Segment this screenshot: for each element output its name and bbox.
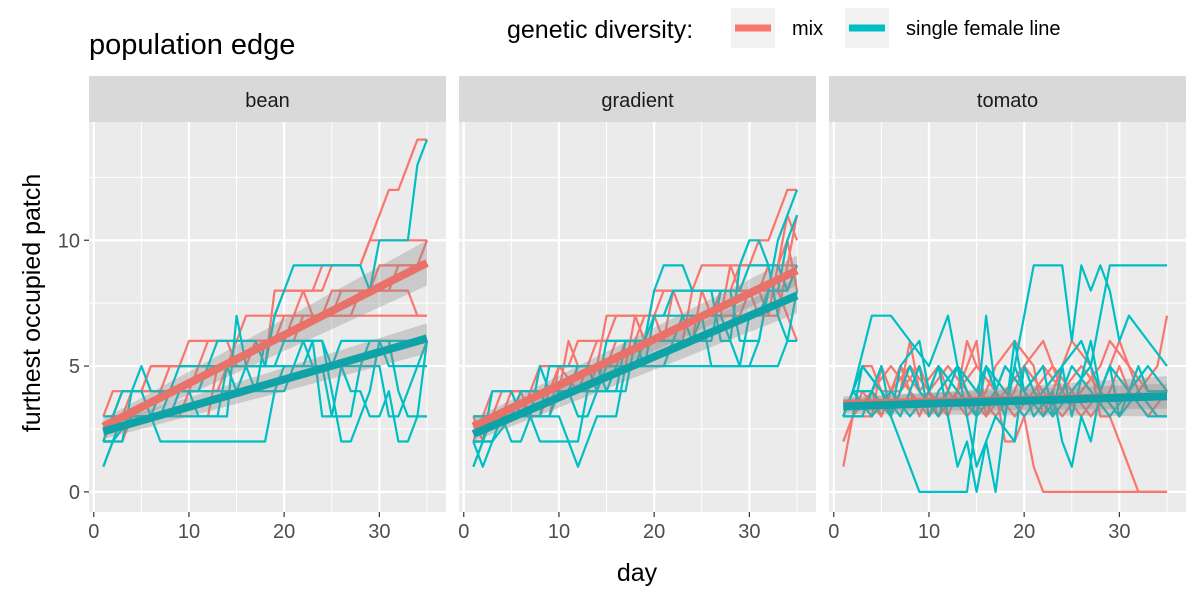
legend-key-single-female-line [845, 8, 889, 48]
y-tick-label: 10 [58, 230, 80, 252]
trend-line-single-female-line [471, 291, 799, 438]
legend-label-single-female-line: single female line [906, 18, 1061, 40]
plot-background [829, 122, 1186, 512]
series-line-single-female-line [473, 239, 799, 468]
trend-line-mix [471, 266, 799, 431]
series-line-single-female-line [843, 339, 1167, 493]
x-axis-label: day [617, 559, 658, 587]
trend-line-mix [101, 259, 429, 431]
trend-line-single-female-line [843, 392, 1168, 411]
facet-strip-label: bean [245, 90, 290, 112]
y-tick-label: 5 [69, 356, 80, 378]
series-line-single-female-line [473, 289, 797, 443]
legend-key-mix [731, 8, 775, 48]
facet-strip [89, 76, 446, 122]
x-tick-label: 30 [738, 521, 760, 543]
x-tick-label: 10 [918, 521, 940, 543]
legend-title: genetic diversity: [507, 16, 693, 44]
x-tick-label: 20 [1013, 521, 1035, 543]
y-tick-label: 0 [69, 482, 80, 504]
facet-strip-label: gradient [601, 90, 674, 112]
x-tick-label: 20 [273, 521, 295, 543]
x-tick-label: 20 [643, 521, 665, 543]
x-tick-label: 0 [458, 521, 469, 543]
x-tick-label: 30 [368, 521, 390, 543]
y-axis-label: furthest occupied patch [18, 174, 46, 433]
facet-strip [459, 76, 816, 122]
x-tick-label: 0 [88, 521, 99, 543]
trend-line-single-female-line [102, 334, 429, 436]
x-tick-label: 0 [828, 521, 839, 543]
facet-strip-label: tomato [977, 90, 1038, 112]
plot-background [89, 122, 446, 512]
legend: genetic diversity: mix single female lin… [507, 8, 1061, 48]
facet-panel-tomato: tomato 0 10 20 30 [828, 76, 1186, 543]
facet-panel-bean: bean 0 10 20 30 0 5 10 [58, 76, 446, 543]
facet-strip [829, 76, 1186, 122]
legend-label-mix: mix [792, 18, 823, 40]
series-line-single-female-line [842, 264, 1167, 493]
x-tick-label: 10 [178, 521, 200, 543]
series-line-single-female-line [842, 365, 1168, 418]
facet-panel-gradient: gradient 0 10 20 30 [458, 76, 816, 543]
facet-panels: bean 0 10 20 30 0 5 10 gradient 0 10 20 30 tomato 0 10 2… [58, 76, 1186, 543]
x-tick-label: 10 [548, 521, 570, 543]
chart-title: population edge [89, 29, 295, 61]
x-tick-label: 30 [1108, 521, 1130, 543]
